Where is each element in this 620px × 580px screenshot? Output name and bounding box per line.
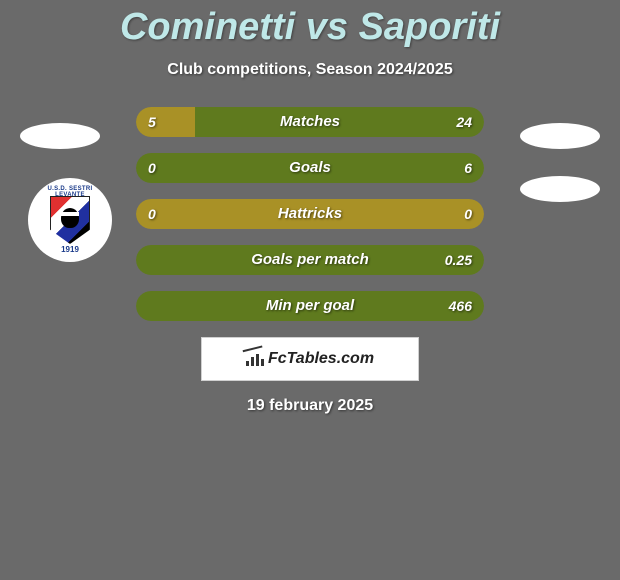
fctables-logo[interactable]: FcTables.com [201,337,419,381]
stat-right-value: 0 [464,199,472,229]
stat-right-value: 24 [456,107,472,137]
moor-band-icon [61,212,79,216]
stat-left-value: 5 [148,107,156,137]
stat-right-value: 0.25 [445,245,472,275]
stat-row: Hattricks0 0 [136,199,484,229]
logo-text: FcTables.com [268,350,374,368]
stat-row: Goals0 6 [136,153,484,183]
stat-row: Matches5 24 [136,107,484,137]
page-title: Cominetti vs Saporiti [0,0,620,49]
stat-label: Goals per match [136,245,484,275]
left-player-placeholder [20,123,100,149]
stat-label: Matches [136,107,484,137]
stats-bars: Matches524Goals06Hattricks00Goals per ma… [136,107,484,321]
stat-label: Goals [136,153,484,183]
stat-right-value: 6 [464,153,472,183]
right-player-placeholder-1 [520,123,600,149]
moor-head-icon [61,208,79,228]
stat-row: Min per goal466 [136,291,484,321]
stat-label: Hattricks [136,199,484,229]
badge-bottom-text: 1919 [40,245,100,254]
date-text: 19 february 2025 [0,397,620,415]
stat-right-value: 466 [449,291,472,321]
stat-left-value: 0 [148,153,156,183]
subtitle: Club competitions, Season 2024/2025 [0,61,620,79]
bar-chart-icon [246,352,264,366]
stat-left-value: 0 [148,199,156,229]
stat-label: Min per goal [136,291,484,321]
right-player-placeholder-2 [520,176,600,202]
stat-row: Goals per match0.25 [136,245,484,275]
club-badge: U.S.D. SESTRI LEVANTE 1919 [28,178,112,262]
